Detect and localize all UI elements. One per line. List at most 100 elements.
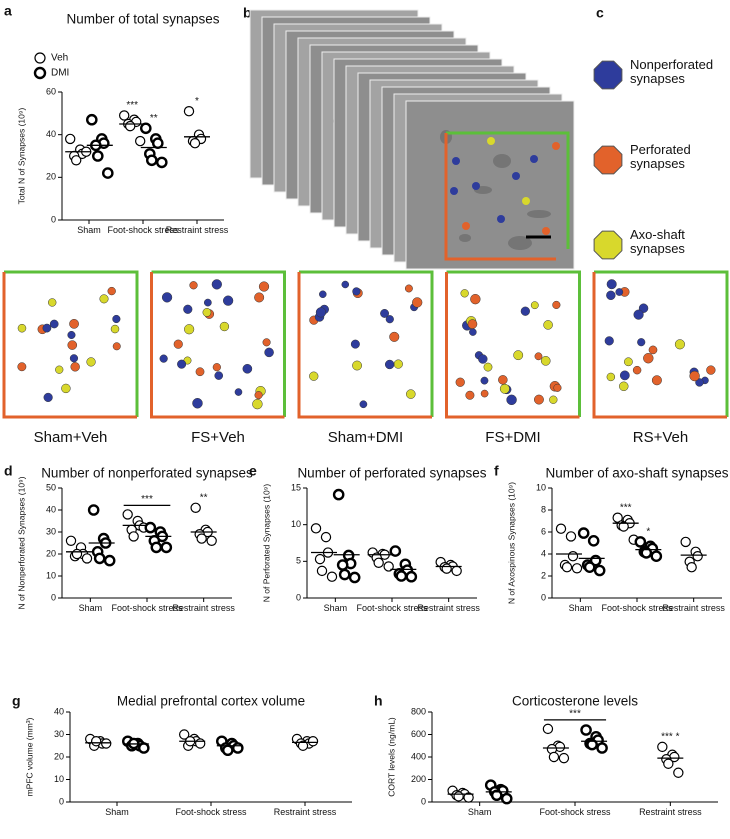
y-tick-label: 60 [46,86,56,96]
schematic-synapse [534,352,543,361]
chart-title: Number of nonperforated synapses [41,466,253,481]
data-point [587,535,600,547]
data-point [190,502,201,513]
schematic-synapse [393,359,403,369]
significance: ** [200,492,208,503]
frame-green [594,270,729,417]
x-tick-label: Restraint stress [165,226,229,235]
data-point [373,557,384,569]
y-tick-label: 20 [54,751,64,761]
y-tick-label: 0 [51,214,56,224]
schematic-synapse [211,279,222,290]
data-point [571,563,583,574]
data-point [155,156,168,169]
schematic-synapse [406,389,416,399]
data-point [405,570,418,583]
schematic-synapse [483,362,493,372]
x-tick-label-box: Restraint stress [172,604,235,613]
y-tick-label: 0 [296,592,301,602]
y-tick-label: 8 [541,504,546,514]
condition-label: FS+DMI [485,429,540,446]
schematic-synapse [695,378,704,387]
schematic-synapse [69,318,79,329]
x-tick-label-box: Restraint stress [639,808,702,817]
schematic-synapse [530,301,539,310]
x-tick-label: Foot-shock stress [111,604,183,613]
panel-letter: b [243,5,252,21]
schematic-synapse [674,339,685,350]
frame-green [151,270,286,417]
legend-label: DMI [51,68,69,79]
schematic-synapse [352,287,361,296]
y-tick-label: 50 [46,482,56,492]
y-tick-label: 6 [541,526,546,536]
schematic-synapse [404,284,413,293]
data-point [189,137,201,149]
schematic-synapse [604,336,614,346]
data-point [221,744,234,757]
schematic-synapse [352,360,362,371]
schematic-synapse [254,292,265,303]
data-point [338,568,351,581]
x-tick-label: Foot-shock stress [175,808,247,817]
data-point [160,541,173,554]
panel-letter: f [494,463,499,479]
em-synapse [552,142,560,150]
schematic-synapse [264,347,274,358]
data-point [555,523,567,534]
y-tick-label: 20 [46,548,56,558]
schematic-synapse [460,289,469,298]
schematic-synapse [606,290,616,301]
data-point [577,527,590,539]
em-synapse [522,197,530,205]
x-tick-label: Sham [105,808,129,817]
x-tick-label-box: Sham [105,808,129,817]
data-point [139,122,152,135]
significance: *** [569,709,581,720]
legend-label: Veh [51,53,68,64]
synapse-label: Perforated synapses [630,143,691,171]
data-point [561,562,573,573]
synapse-label: Nonperforated synapses [630,58,714,86]
schematic-synapse [192,398,203,409]
schematic-synapse [262,338,271,347]
y-tick-label: 800 [411,706,426,716]
schematic-synapse [643,353,654,364]
schematic-synapse [465,390,475,400]
data-point [583,561,596,574]
schematic-synapse [254,391,263,400]
y-tick-label: 30 [54,729,64,739]
significance: ** [150,113,158,124]
legend-marker [33,66,47,80]
em-synapse [452,157,460,165]
schematic-synapse [499,383,510,394]
x-tick-label: Sham [77,226,101,235]
schematic-synapse [219,321,230,332]
schematic-synapse [55,365,64,374]
y-axis-label: N of Perforated Synapses (10⁹) [261,484,271,603]
schematic-synapse [469,328,477,336]
data-point [178,729,190,740]
y-tick-label: 2 [541,570,546,580]
data-point [326,571,338,582]
schematic-synapse [540,356,551,366]
schematic-synapse [242,363,253,374]
data-point [565,531,577,542]
schematic-synapse [315,307,327,318]
em-texture [493,154,511,168]
data-point [686,562,697,573]
data-point [389,545,402,557]
data-point [593,564,606,577]
schematic-synapse [184,324,195,335]
em-stack [249,9,575,270]
significance: * [195,96,199,107]
data-point [314,553,326,565]
schematic-synapse [234,388,243,396]
data-point [150,541,163,554]
data-point [567,551,579,562]
em-synapse [487,137,495,145]
synapse-label-box: Nonperforated synapses [630,58,714,86]
synapse-swatch [593,145,623,175]
schematic-synapse [520,306,530,316]
schematic-synapse [549,395,558,404]
